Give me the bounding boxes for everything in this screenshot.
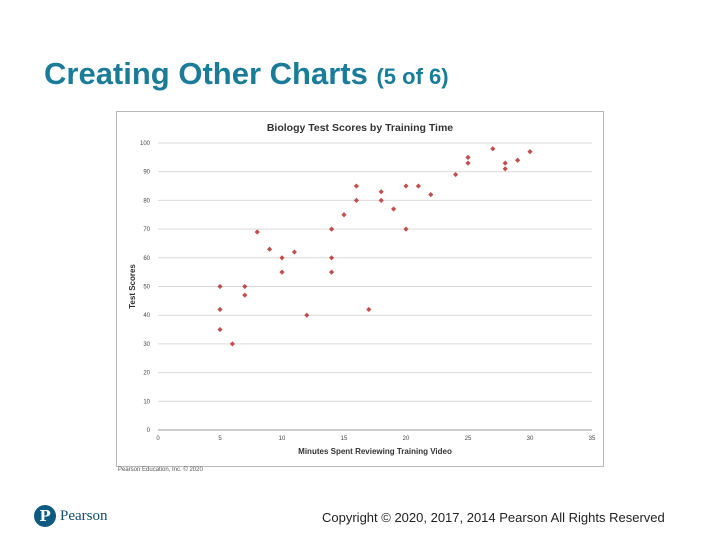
data-point [502, 166, 508, 172]
data-point [378, 189, 384, 195]
pearson-logo: P Pearson [34, 505, 108, 527]
slide-title-main: Creating Other Charts [44, 56, 368, 91]
data-point [502, 160, 508, 166]
data-point [217, 326, 223, 333]
pearson-logo-text: Pearson [60, 507, 108, 524]
y-tick-label: 30 [143, 342, 150, 348]
y-tick-label: 20 [143, 371, 150, 377]
data-point [229, 341, 235, 347]
data-point [267, 246, 273, 252]
x-tick-label: 35 [589, 436, 596, 442]
data-point [291, 249, 297, 255]
slide-title-sub: (5 of 6) [376, 64, 449, 89]
x-axis-label: Minutes Spent Reviewing Training Video [298, 447, 452, 456]
y-tick-label: 0 [147, 428, 151, 434]
data-point [242, 283, 248, 290]
data-point [329, 226, 335, 232]
data-point [353, 183, 359, 189]
chart-credit: Pearson Education, Inc. © 2020 [118, 467, 203, 473]
data-point [490, 146, 496, 152]
scatter-chart: Biology Test Scores by Training Time 0 10 2… [128, 122, 596, 456]
x-tick-label: 5 [218, 436, 222, 442]
y-tick-label: 50 [143, 285, 150, 291]
data-point [329, 255, 335, 261]
data-point [465, 160, 471, 166]
data-point [415, 183, 421, 189]
data-point [366, 306, 372, 313]
x-tick-label: 30 [527, 436, 534, 442]
data-point [279, 255, 285, 261]
y-tick-label: 10 [143, 399, 150, 405]
data-point [391, 206, 397, 212]
data-point [329, 269, 335, 275]
data-point [378, 197, 384, 203]
data-point [217, 283, 223, 290]
data-point [527, 149, 533, 155]
y-tick-label: 40 [143, 313, 150, 319]
data-point [217, 306, 223, 313]
chart-frame: Biology Test Scores by Training Time 0 10 2… [116, 111, 604, 467]
x-tick-label: 25 [465, 436, 472, 442]
data-point [242, 292, 248, 298]
x-tick-label: 0 [156, 436, 160, 442]
data-point [403, 183, 409, 189]
y-tick-label: 60 [143, 256, 150, 262]
copyright-notice: Copyright © 2020, 2017, 2014 Pearson All… [322, 510, 665, 525]
chart-title: Biology Test Scores by Training Time [267, 122, 453, 134]
y-tick-label: 100 [140, 141, 151, 147]
pearson-logo-icon: P [34, 505, 56, 527]
data-point [341, 212, 347, 218]
y-axis-label: Test Scores [128, 264, 137, 309]
y-tick-label: 90 [143, 170, 150, 176]
data-point [403, 226, 409, 232]
x-tick-label: 20 [403, 436, 410, 442]
x-tick-label: 15 [341, 436, 348, 442]
data-point [304, 312, 310, 318]
x-tick-label: 10 [279, 436, 286, 442]
y-tick-label: 70 [143, 227, 150, 233]
data-point [428, 192, 434, 198]
data-point [465, 154, 471, 160]
data-point [279, 269, 285, 275]
data-point [453, 171, 459, 178]
slide-title: Creating Other Charts (5 of 6) [44, 56, 449, 92]
data-point [254, 229, 260, 235]
y-tick-label: 80 [143, 198, 150, 204]
data-point [353, 197, 359, 203]
data-point [515, 157, 521, 163]
